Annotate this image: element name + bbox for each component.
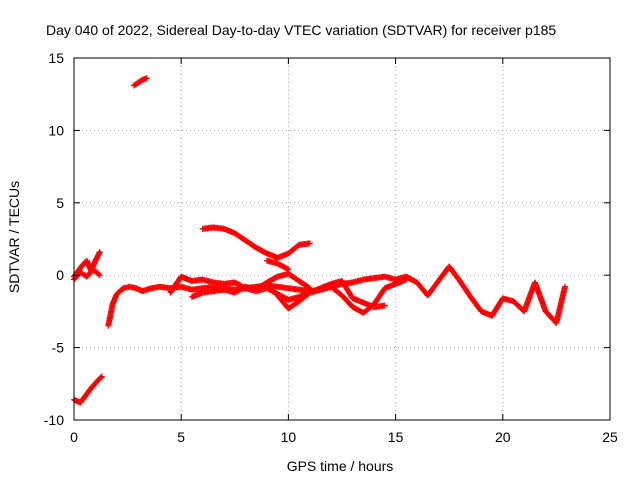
x-tick-label: 10: [281, 429, 297, 445]
data-point: [381, 302, 388, 309]
data-point: [305, 284, 312, 291]
series-seg-e: [105, 263, 568, 329]
plot-frame: [73, 57, 611, 421]
x-tick-label: 0: [70, 429, 78, 445]
data-point: [403, 276, 410, 283]
y-tick-label: 0: [56, 267, 64, 283]
x-tick-label: 25: [602, 429, 618, 445]
y-axis-label: SDTVAR / TECUs: [6, 181, 22, 293]
series-seg-h: [274, 277, 388, 312]
data-point: [306, 240, 313, 247]
data-series: [71, 75, 568, 406]
data-point: [95, 271, 102, 278]
data-point: [96, 249, 103, 256]
y-tick-label: 5: [56, 195, 64, 211]
y-tick-label: 15: [48, 50, 64, 66]
axis-ticks: 0 5 10 15 20 25 -10 -5 0 5 10 15: [44, 50, 618, 445]
series-seg-i: [199, 224, 313, 261]
x-tick-label: 20: [495, 429, 511, 445]
x-tick-label: 15: [388, 429, 404, 445]
data-point: [98, 373, 105, 380]
data-point: [98, 374, 105, 381]
data-point: [143, 75, 150, 82]
y-tick-label: 10: [48, 122, 64, 138]
chart-title: Day 040 of 2022, Sidereal Day-to-day VTE…: [46, 22, 556, 38]
series-seg-d: [131, 75, 150, 89]
y-tick-label: -5: [52, 340, 65, 356]
data-point: [96, 272, 103, 279]
data-point: [561, 283, 568, 290]
x-tick-label: 5: [177, 429, 185, 445]
series-seg-c: [71, 373, 105, 406]
x-axis-label: GPS time / hours: [287, 458, 394, 474]
series-seg-j: [263, 257, 292, 273]
series-seg-b: [71, 266, 103, 283]
y-tick-label: -10: [44, 412, 64, 428]
grid: [74, 58, 610, 420]
data-point: [285, 266, 292, 273]
